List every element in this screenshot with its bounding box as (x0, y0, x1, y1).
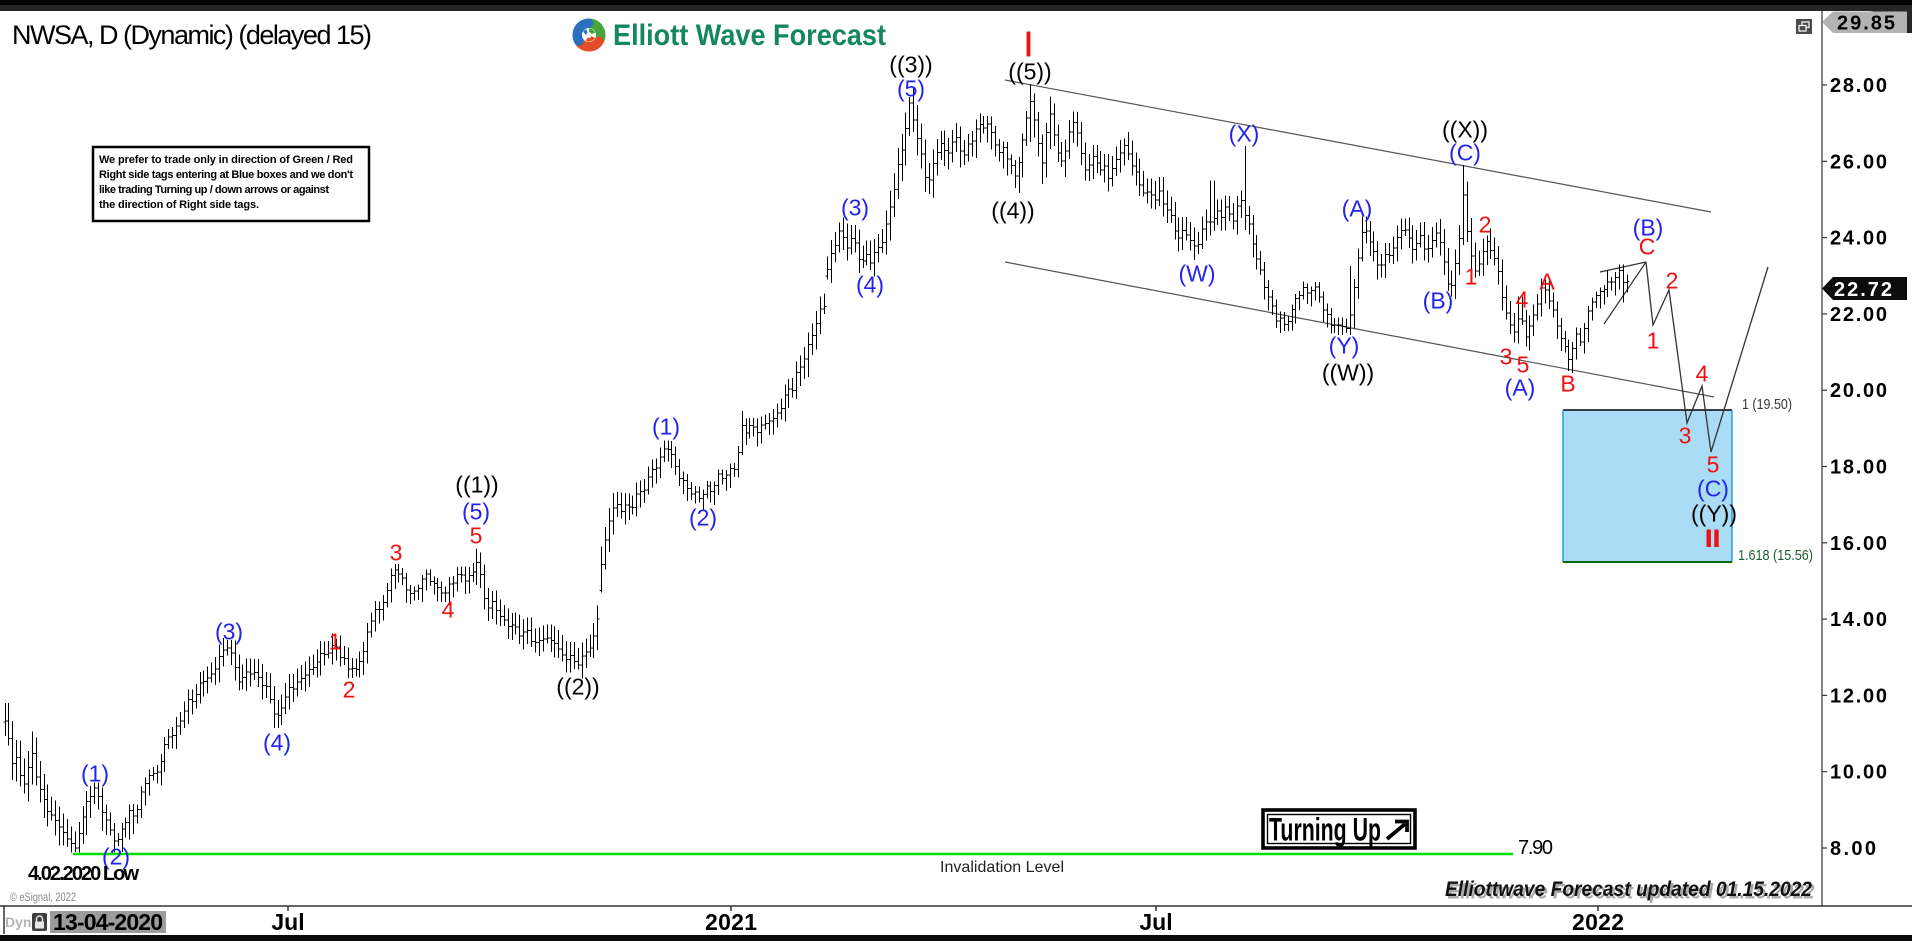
svg-text:Invalidation Level: Invalidation Level (940, 859, 1064, 876)
svg-text:26.00: 26.00 (1830, 151, 1887, 173)
svg-text:((5)): ((5)) (1008, 58, 1051, 84)
svg-text:2021: 2021 (705, 909, 757, 935)
svg-text:2: 2 (343, 676, 356, 702)
svg-text:(C): (C) (1697, 475, 1729, 501)
svg-text:(B): (B) (1633, 214, 1664, 240)
svg-text:10.00: 10.00 (1830, 762, 1887, 784)
svg-text:7.90: 7.90 (1518, 837, 1553, 859)
svg-text:((4)): ((4)) (991, 197, 1034, 223)
svg-text:3: 3 (390, 539, 403, 565)
svg-text:(A): (A) (1505, 374, 1536, 400)
svg-text:((1)): ((1)) (455, 471, 498, 497)
svg-text:(Y): (Y) (1329, 332, 1360, 358)
svg-text:((X)): ((X)) (1442, 116, 1488, 142)
svg-text:3: 3 (1679, 422, 1692, 448)
svg-text:((3)): ((3)) (889, 51, 932, 77)
svg-text:20.00: 20.00 (1830, 380, 1887, 402)
svg-text:(5): (5) (897, 75, 925, 101)
svg-text:13-04-2020: 13-04-2020 (53, 909, 163, 935)
svg-text:Elliott Wave Forecast: Elliott Wave Forecast (613, 19, 886, 52)
svg-text:5: 5 (1707, 451, 1720, 477)
svg-text:14.00: 14.00 (1830, 609, 1887, 631)
svg-text:(2): (2) (689, 504, 717, 530)
svg-text:1: 1 (329, 628, 342, 654)
svg-text:(1): (1) (81, 760, 109, 786)
svg-text:Turning Up: Turning Up (1269, 812, 1381, 848)
svg-text:22.00: 22.00 (1830, 304, 1887, 326)
svg-text:4.02.2020 Low: 4.02.2020 Low (28, 863, 139, 885)
svg-text:28.00: 28.00 (1830, 75, 1887, 97)
svg-text:(3): (3) (841, 194, 869, 220)
svg-text:((W)): ((W)) (1322, 359, 1374, 385)
svg-text:8.00: 8.00 (1830, 838, 1876, 860)
svg-text:(C): (C) (1449, 139, 1481, 165)
svg-text:((Y)): ((Y)) (1691, 500, 1737, 526)
svg-text:5: 5 (470, 522, 483, 548)
svg-text:4: 4 (1516, 286, 1529, 312)
svg-text:(4): (4) (856, 271, 884, 297)
svg-text:(5): (5) (462, 498, 490, 524)
svg-text:(A): (A) (1342, 195, 1373, 221)
svg-text:(1): (1) (652, 413, 680, 439)
svg-text:Jul: Jul (1139, 909, 1172, 935)
svg-text:the direction of Right side ta: the direction of Right side tags. (99, 199, 259, 211)
svg-text:like trading Turning up / down: like trading Turning up / down arrows or… (99, 184, 329, 196)
svg-text:3: 3 (1500, 343, 1513, 369)
svg-text:We prefer to trade only in dir: We prefer to trade only in direction of … (99, 154, 353, 166)
svg-text:4: 4 (1696, 360, 1709, 386)
svg-text:29.85: 29.85 (1837, 13, 1895, 35)
svg-text:5: 5 (1517, 351, 1530, 377)
svg-text:24.00: 24.00 (1830, 228, 1887, 250)
svg-text:C: C (1639, 233, 1656, 259)
svg-text:Jul: Jul (271, 909, 304, 935)
svg-text:1.618 (15.56): 1.618 (15.56) (1738, 547, 1813, 564)
svg-text:Elliottwave Forecast updated 0: Elliottwave Forecast updated 01.15.2022 (1445, 878, 1812, 901)
svg-text:© eSignal, 2022: © eSignal, 2022 (10, 890, 76, 904)
svg-text:12.00: 12.00 (1830, 685, 1887, 707)
svg-text:Right side tags entering at Bl: Right side tags entering at Blue boxes a… (99, 169, 353, 181)
svg-text:(4): (4) (263, 729, 291, 755)
svg-text:((2)): ((2)) (556, 673, 599, 699)
svg-text:1: 1 (1465, 263, 1478, 289)
svg-text:2022: 2022 (1572, 909, 1624, 935)
svg-text:2: 2 (1666, 267, 1679, 293)
svg-text:18.00: 18.00 (1830, 457, 1887, 479)
svg-text:1 (19.50): 1 (19.50) (1742, 396, 1792, 413)
svg-text:A: A (1539, 268, 1555, 294)
svg-text:1: 1 (1647, 327, 1660, 353)
svg-text:(B): (B) (1423, 287, 1454, 313)
svg-text:4: 4 (442, 596, 455, 622)
svg-text:B: B (1560, 370, 1575, 396)
svg-text:(X): (X) (1229, 120, 1260, 146)
svg-text:22.72: 22.72 (1834, 279, 1892, 301)
svg-text:NWSA, D (Dynamic) (delayed 15): NWSA, D (Dynamic) (delayed 15) (12, 20, 372, 50)
svg-text:(2): (2) (102, 843, 130, 869)
svg-text:Elliottwave Forecast updated 0: Elliottwave Forecast updated 01.15.2022 (1448, 881, 1815, 904)
svg-text:Dyn: Dyn (5, 914, 31, 930)
svg-text:2: 2 (1479, 211, 1492, 237)
svg-text:(3): (3) (215, 618, 243, 644)
svg-text:16.00: 16.00 (1830, 533, 1887, 555)
svg-text:(W): (W) (1178, 260, 1215, 286)
